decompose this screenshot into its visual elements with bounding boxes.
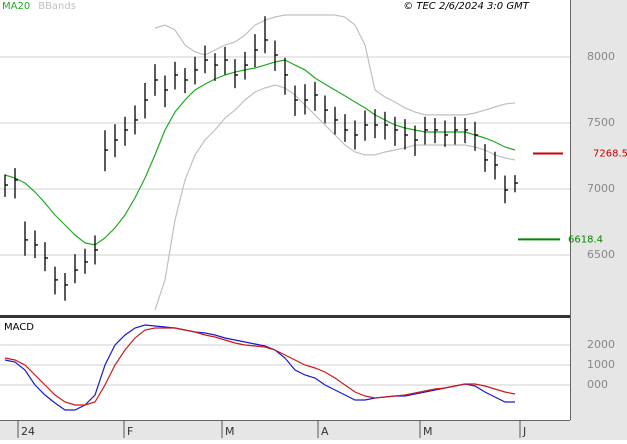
ma-line [4, 59, 516, 246]
legend-entry: MA20 [2, 1, 30, 12]
x-tick-label: J [522, 425, 526, 438]
legend-entry: BBands [38, 1, 76, 12]
y-tick-label: 000 [587, 378, 608, 391]
macd-line [4, 324, 515, 411]
level-label: 7268.5 [593, 149, 627, 160]
y-tick-label: 6500 [587, 248, 615, 261]
copyright: © TEC 2/6/2024 3:0 GMT [403, 1, 530, 12]
x-tick-label: M [225, 425, 235, 438]
x-tick-label: 24 [21, 425, 35, 438]
y-tick-label: 7500 [587, 116, 615, 129]
x-tick-label: F [127, 425, 133, 438]
y-tick-label: 7000 [587, 182, 615, 195]
panel-title: MACD [4, 322, 34, 333]
x-tick-label: M [423, 425, 433, 438]
band-upper [154, 14, 516, 116]
y-tick-label: 1000 [587, 358, 615, 371]
x-tick-label: A [321, 425, 329, 438]
level-label: 6618.4 [568, 234, 603, 245]
band-lower [154, 84, 516, 311]
macd-line [4, 327, 516, 406]
macd-panel [0, 318, 570, 420]
y-tick-label: 8000 [587, 50, 615, 63]
y-tick-label: 2000 [587, 338, 615, 351]
